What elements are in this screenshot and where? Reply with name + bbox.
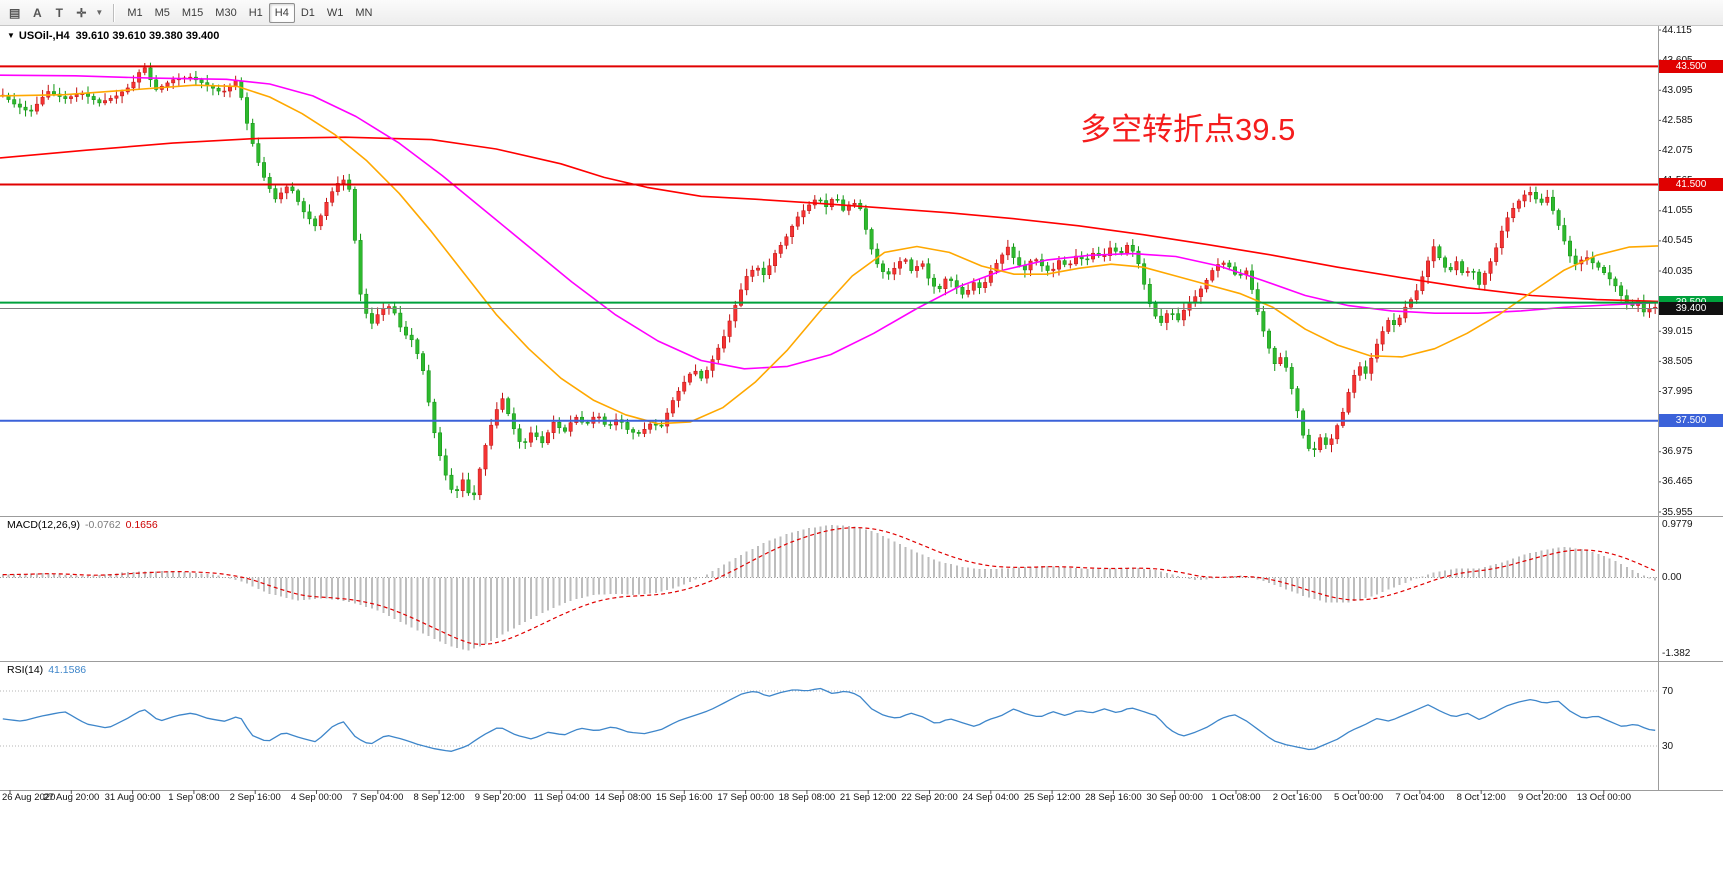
chart-list-icon[interactable]: ▤ xyxy=(9,5,21,20)
time-axis-label: 21 Sep 12:00 xyxy=(839,792,897,803)
ma-fast-line xyxy=(0,84,1659,425)
rsi-name: RSI(14) xyxy=(7,664,44,676)
crosshair-tool-icon[interactable]: ✛ xyxy=(76,5,87,20)
time-axis-label: 11 Sep 04:00 xyxy=(533,792,590,803)
price-axis-label: 42.075 xyxy=(1662,145,1693,156)
time-axis-label: 30 Sep 00:00 xyxy=(1146,792,1203,803)
rsi-indicator-label: RSI(14) 41.1586 xyxy=(7,664,91,676)
toolbar-icon-group: ▤ A T ✛ ▼ xyxy=(3,3,106,23)
rsi-level-label: 70 xyxy=(1662,685,1674,697)
time-axis-label: 5 Oct 00:00 xyxy=(1334,792,1384,803)
rsi-level-label: 30 xyxy=(1662,740,1674,752)
timeframe-button-m30[interactable]: M30 xyxy=(215,6,237,19)
toolbar-separator xyxy=(113,3,115,22)
text-tool-icon[interactable]: T xyxy=(55,5,64,20)
time-axis-label: 7 Sep 04:00 xyxy=(352,792,404,803)
macd-value: -0.0762 xyxy=(84,519,121,531)
timeframe-button-h4[interactable]: H4 xyxy=(268,2,295,23)
price-axis-label: 36.465 xyxy=(1662,476,1693,488)
time-axis-label: 9 Oct 20:00 xyxy=(1517,792,1568,803)
time-axis-label: 13 Oct 00:00 xyxy=(1576,792,1631,803)
price-axis-label: 43.095 xyxy=(1662,84,1693,96)
time-axis-label: 4 Sep 00:00 xyxy=(290,792,343,803)
timeframe-button-m1[interactable]: M1 xyxy=(127,6,143,19)
time-axis-label: 24 Sep 04:00 xyxy=(962,792,1020,803)
macd-signal-value: 0.1656 xyxy=(125,519,158,531)
symbol-ohlc-values: 39.610 39.610 39.380 39.400 xyxy=(75,30,220,42)
price-axis-label: 38.505 xyxy=(1662,355,1693,367)
current-price-tag: 39.400 xyxy=(1659,302,1723,315)
rsi-line xyxy=(2,687,1656,752)
timeframe-toolbar: M1 M5 M15 M30 H1 H4 D1 W1 MN xyxy=(121,2,378,23)
timeframe-button-h1[interactable]: H1 xyxy=(248,6,263,19)
symbol-info: ▼ USOil-,H4 39.610 39.610 39.380 39.400 xyxy=(7,30,219,42)
macd-axis-max: 0.9779 xyxy=(1662,518,1693,530)
price-axis-label: 40.035 xyxy=(1662,265,1693,277)
price-axis-label: 40.545 xyxy=(1662,235,1693,247)
price-tag-41.500: 41.500 xyxy=(1659,177,1723,191)
time-axis-label: 15 Sep 16:00 xyxy=(656,792,713,803)
time-axis-label: 14 Sep 08:00 xyxy=(594,792,652,803)
time-axis-label: 25 Sep 12:00 xyxy=(1023,792,1081,803)
macd-histogram-layer xyxy=(1,525,1657,651)
macd-axis-min: -1.382 xyxy=(1662,647,1691,659)
time-axis-label: 1 Oct 08:00 xyxy=(1211,792,1261,803)
time-axis-label: 8 Oct 12:00 xyxy=(1456,792,1506,803)
chart-annotation-text: 多空转折点39.5 xyxy=(1080,112,1296,147)
moving-average-lines xyxy=(0,74,1659,425)
candles-layer xyxy=(0,62,1658,501)
price-axis-label: 42.585 xyxy=(1662,114,1693,126)
timeframe-button-m5[interactable]: M5 xyxy=(154,6,170,19)
timeframe-button-w1[interactable]: W1 xyxy=(326,6,344,19)
time-axis-label: 1 Sep 08:00 xyxy=(168,792,220,803)
rsi-value: 41.1586 xyxy=(48,664,87,676)
time-axis-label: 9 Sep 20:00 xyxy=(474,792,527,803)
timeframe-button-d1[interactable]: D1 xyxy=(300,6,315,19)
ma-mid-line xyxy=(0,74,1659,370)
ma-slow-line xyxy=(0,136,1659,303)
price-axis-label: 41.055 xyxy=(1662,205,1693,217)
time-axis-label: 7 Oct 04:00 xyxy=(1395,792,1445,803)
price-tag-37.500: 37.500 xyxy=(1659,414,1723,428)
time-axis-label: 31 Aug 00:00 xyxy=(104,792,161,803)
time-axis-label: 2 Oct 16:00 xyxy=(1272,792,1322,803)
price-tag-43.500: 43.500 xyxy=(1659,59,1723,73)
dropdown-chevron-icon[interactable]: ▼ xyxy=(95,8,104,17)
macd-axis-zero: 0.00 xyxy=(1662,571,1682,583)
time-axis-label: 26 Aug 2020 xyxy=(2,792,56,803)
macd-indicator-label: MACD(12,26,9) -0.0762 0.1656 xyxy=(7,519,163,531)
time-axis-label: 22 Sep 20:00 xyxy=(901,792,958,803)
letter-a-cursor-icon[interactable]: A xyxy=(33,5,42,20)
macd-signal-line xyxy=(2,526,1656,646)
timeframe-button-m15[interactable]: M15 xyxy=(181,6,204,19)
time-axis-label: 17 Sep 00:00 xyxy=(717,792,774,803)
main-toolbar: ▤ A T ✛ ▼ M1 M5 M15 M30 H1 H4 D1 W1 MN xyxy=(0,0,1723,26)
price-axis-label: 39.015 xyxy=(1662,325,1693,337)
time-axis-label: 18 Sep 08:00 xyxy=(778,792,836,803)
price-axis-label: 35.955 xyxy=(1662,506,1693,518)
timeframe-button-mn[interactable]: MN xyxy=(355,6,373,19)
time-axis-label: 2 Sep 16:00 xyxy=(229,792,281,803)
time-axis-label: 8 Sep 12:00 xyxy=(413,792,465,803)
macd-name: MACD(12,26,9) xyxy=(7,519,80,531)
symbol-dropdown-icon[interactable]: ▼ xyxy=(7,31,15,40)
time-axis-label: 27 Aug 20:00 xyxy=(43,792,100,803)
symbol-name: USOil-,H4 xyxy=(18,30,70,42)
price-axis-label: 37.995 xyxy=(1662,386,1693,397)
time-axis-label: 28 Sep 16:00 xyxy=(1085,792,1142,803)
price-axis-label: 44.115 xyxy=(1662,24,1692,36)
horizontal-level-lines[interactable] xyxy=(0,65,1658,422)
price-axis-label: 36.975 xyxy=(1662,446,1693,458)
